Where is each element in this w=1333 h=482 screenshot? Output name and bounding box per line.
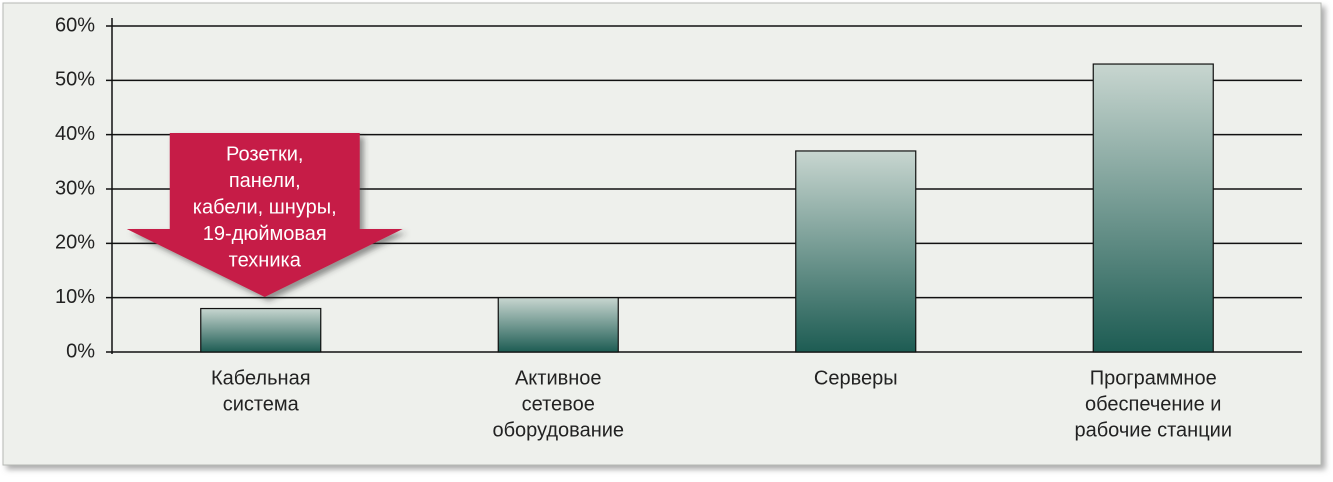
annotation-text: 19-дюймовая: [203, 223, 327, 245]
bar: [497, 297, 619, 353]
bar: [1092, 63, 1214, 353]
bar: [200, 307, 322, 353]
x-tick-label: Активное: [515, 367, 602, 389]
annotation-text: кабели, шнуры,: [193, 196, 337, 218]
y-tick-label: 60%: [55, 14, 95, 36]
x-tick-label: Программное: [1090, 367, 1217, 389]
bar: [795, 150, 917, 353]
y-tick-label: 30%: [55, 177, 95, 199]
x-tick-label: оборудование: [492, 419, 624, 441]
x-tick-label: сетевое: [522, 393, 595, 415]
x-tick-label: система: [223, 393, 300, 415]
annotation-arrow: [126, 133, 403, 297]
x-tick-label: Серверы: [814, 367, 898, 389]
x-tick-label: Кабельная: [211, 367, 311, 389]
y-tick-label: 50%: [55, 69, 95, 91]
annotation-text: панели,: [229, 170, 301, 192]
annotation-text: Розетки,: [226, 143, 303, 165]
y-tick-label: 20%: [55, 232, 95, 254]
y-tick-label: 0%: [66, 340, 95, 362]
y-tick-label: 10%: [55, 286, 95, 308]
x-tick-label: обеспечение и: [1085, 393, 1221, 415]
y-tick-label: 40%: [55, 123, 95, 145]
annotation-text: техника: [229, 249, 302, 271]
x-tick-label: рабочие станции: [1074, 419, 1232, 441]
